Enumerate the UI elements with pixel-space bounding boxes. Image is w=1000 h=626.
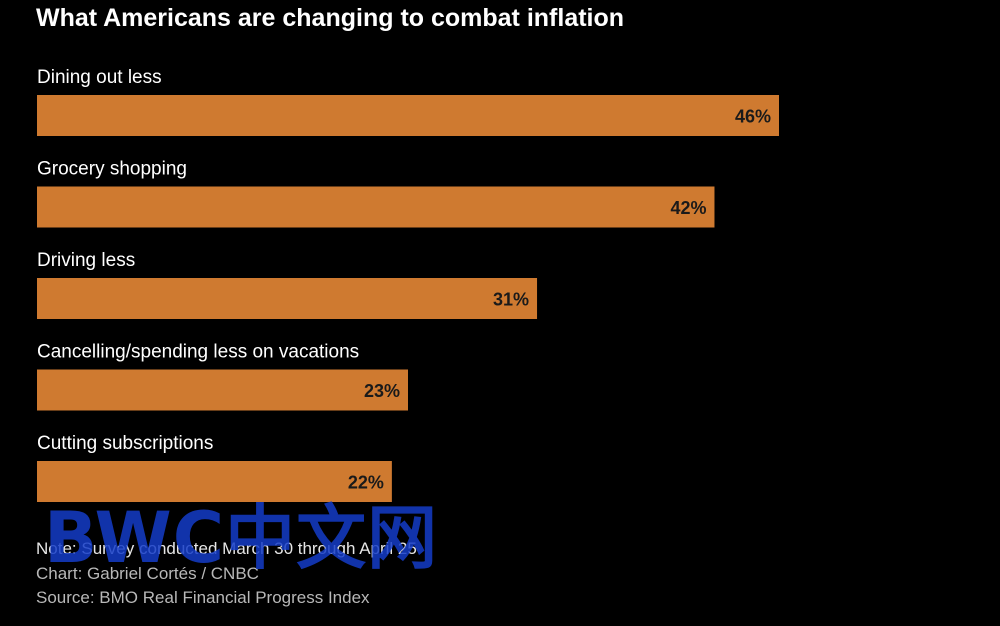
category-label: Driving less	[37, 250, 135, 271]
value-label: 23%	[364, 381, 400, 401]
category-label: Grocery shopping	[37, 159, 187, 180]
chart-credit: Chart: Gabriel Cortés / CNBC	[36, 563, 259, 583]
source-credit: Source: BMO Real Financial Progress Inde…	[36, 588, 370, 607]
category-label: Cancelling/spending less on vacations	[37, 342, 359, 363]
chart-footer: Note: Survey conducted March 30 through …	[36, 537, 417, 611]
bar	[37, 95, 779, 136]
bar	[37, 369, 408, 411]
bar	[37, 278, 538, 319]
value-label: 42%	[670, 198, 706, 218]
bar	[37, 186, 715, 228]
value-label: 31%	[493, 290, 529, 310]
bar	[37, 461, 392, 502]
value-label: 22%	[348, 473, 384, 493]
value-label: 46%	[735, 107, 771, 127]
category-label: Cutting subscriptions	[37, 433, 213, 454]
chart-title: What Americans are changing to combat in…	[36, 4, 625, 32]
survey-note: Note: Survey conducted March 30 through …	[36, 539, 417, 558]
category-label: Dining out less	[37, 67, 162, 88]
